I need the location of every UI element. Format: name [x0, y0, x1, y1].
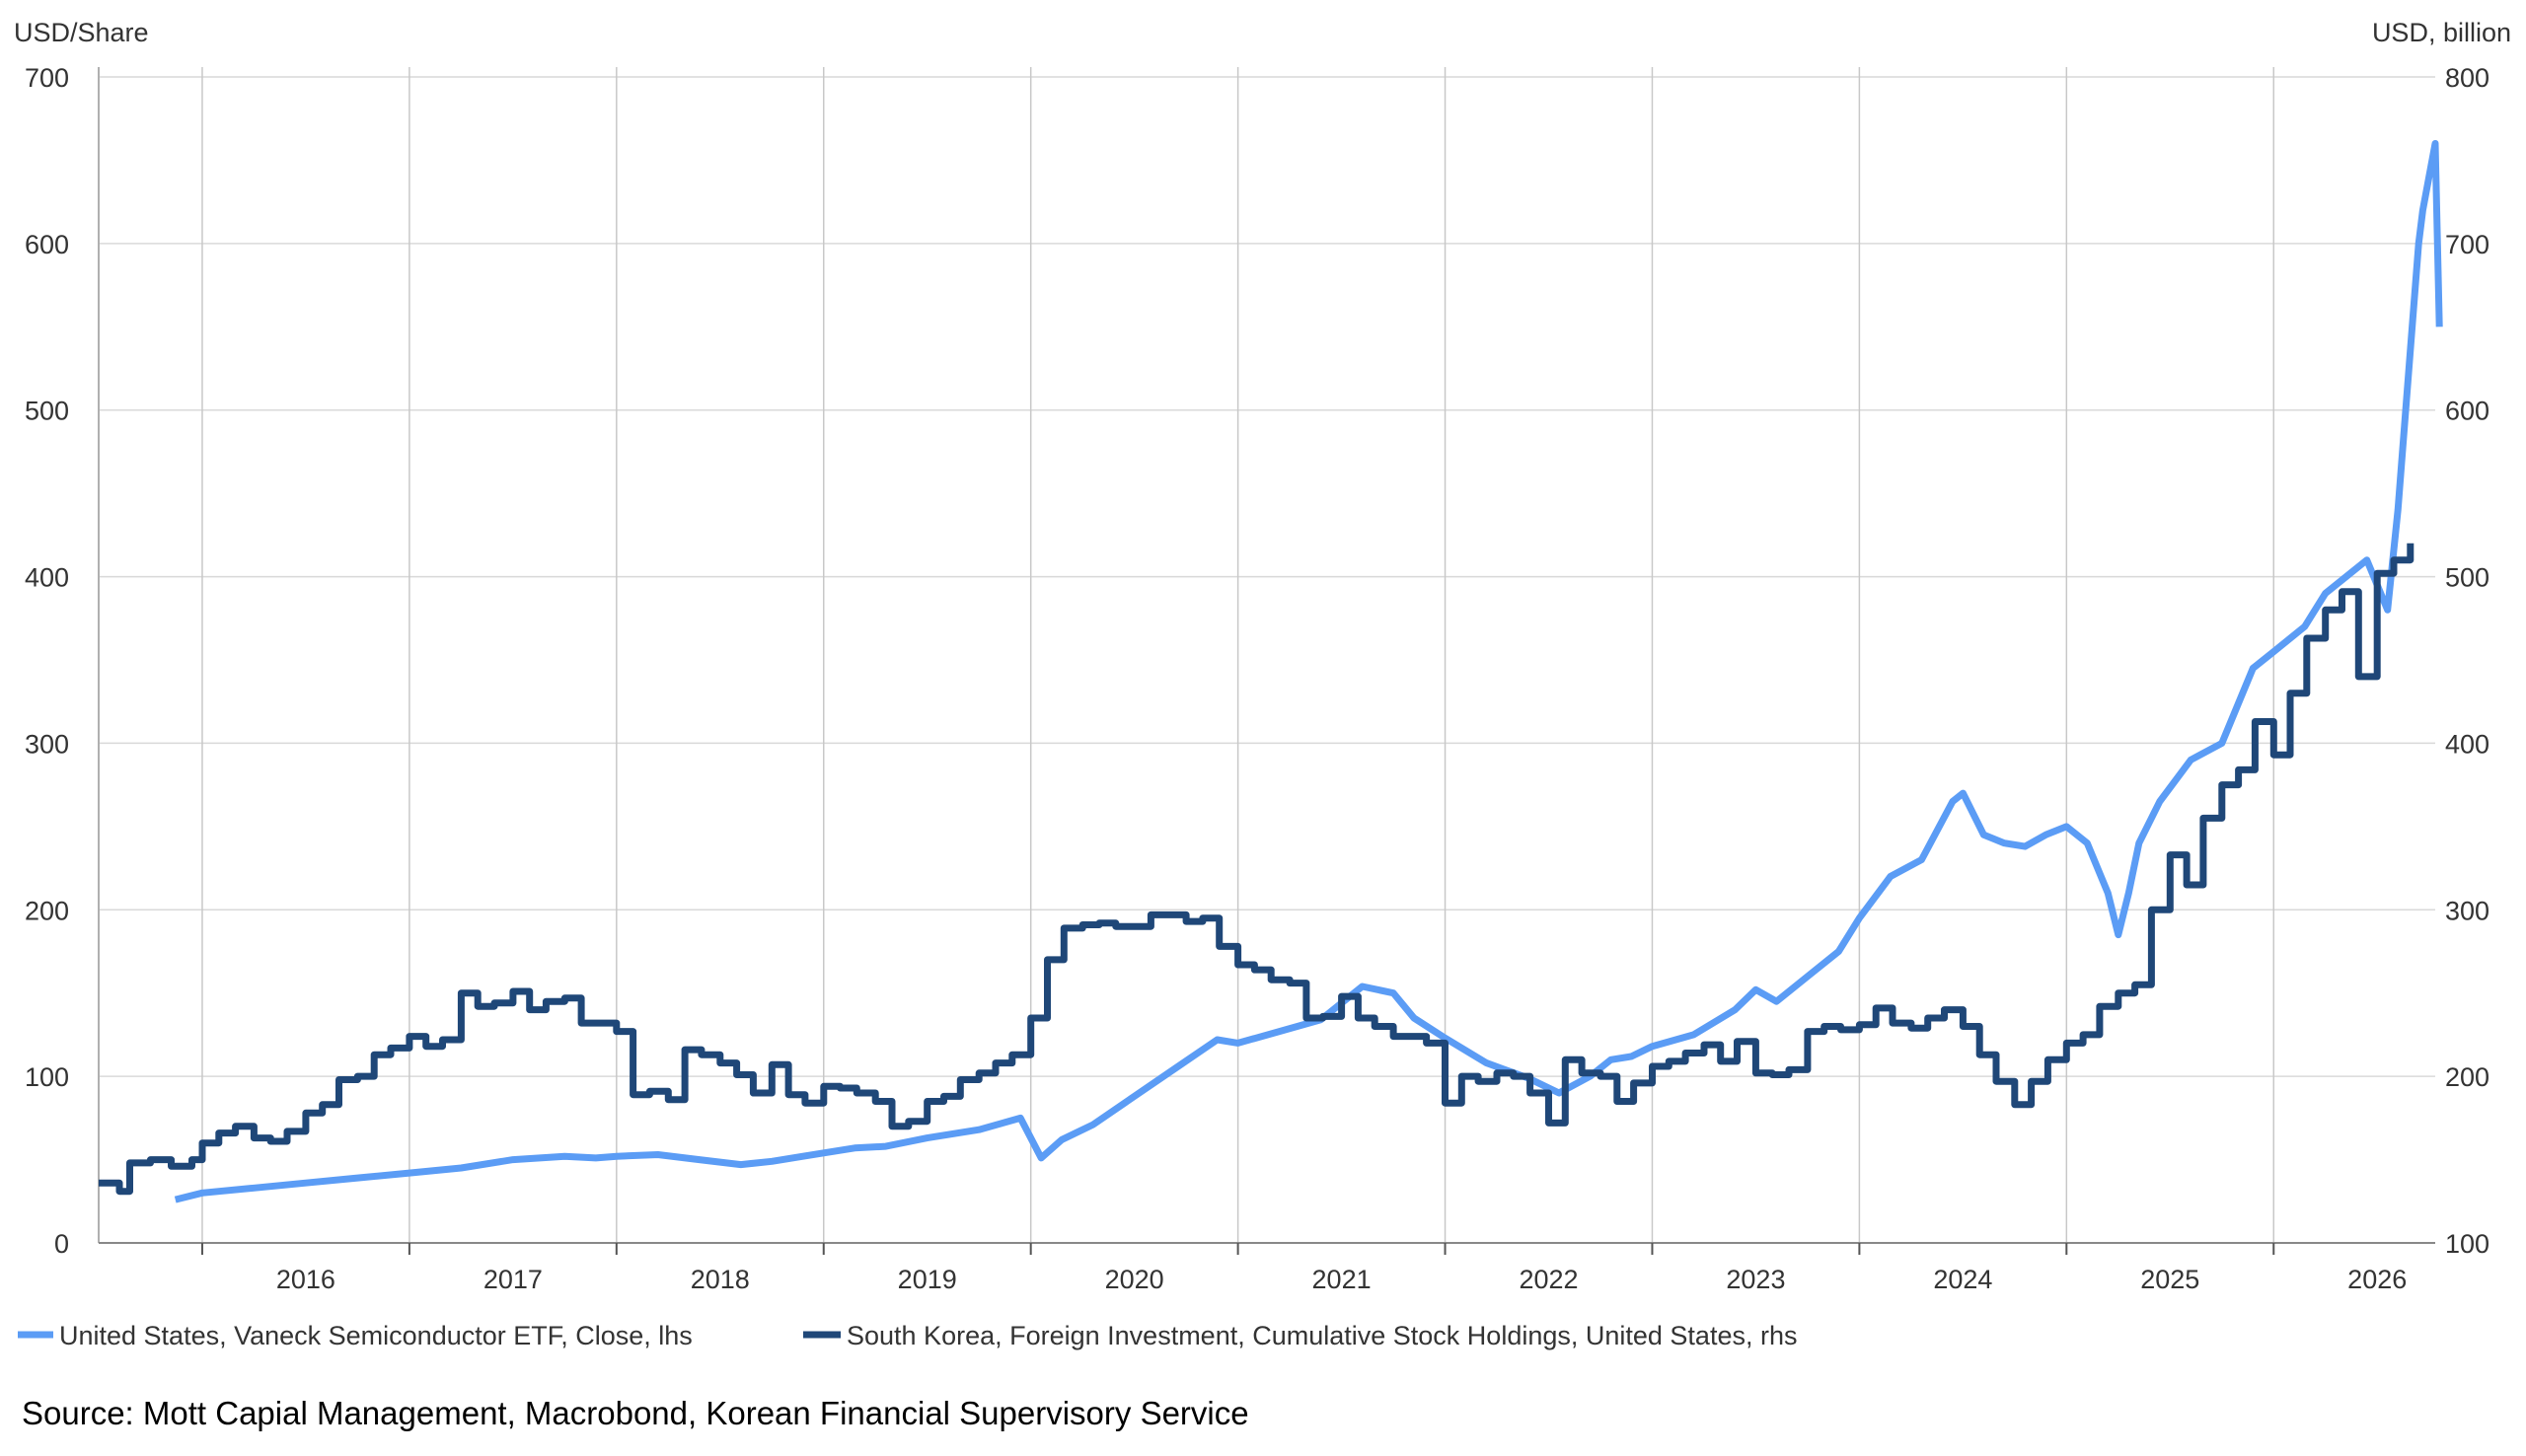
left-tick-label: 300: [25, 729, 69, 759]
left-axis-unit-label: USD/Share: [14, 18, 149, 47]
x-year-label: 2016: [276, 1265, 335, 1294]
gridlines: [99, 67, 2435, 1243]
axes: 0 100 200 300 400 500 600 700 100 200 300 400 500 600…: [25, 63, 2489, 1294]
series-lines: [99, 140, 2443, 1203]
right-tick-label: 400: [2445, 729, 2489, 759]
source-note: Source: Mott Capial Management, Macrobon…: [22, 1395, 1249, 1431]
left-tick-label: 500: [25, 397, 69, 426]
legend: United States, Vaneck Semiconductor ETF,…: [18, 1321, 1797, 1350]
x-year-label: 2024: [1933, 1265, 1992, 1294]
x-year-label: 2017: [483, 1265, 543, 1294]
right-tick-label: 300: [2445, 896, 2489, 925]
left-tick-label: 600: [25, 230, 69, 259]
legend-label-korea-holdings: South Korea, Foreign Investment, Cumulat…: [847, 1321, 1797, 1350]
right-tick-label: 800: [2445, 63, 2489, 93]
x-year-label: 2023: [1726, 1265, 1785, 1294]
left-tick-label: 100: [25, 1062, 69, 1092]
right-tick-label: 700: [2445, 230, 2489, 259]
x-year-label: 2026: [2347, 1265, 2407, 1294]
series-line-korea-holdings: [99, 543, 2415, 1196]
x-year-label: 2025: [2140, 1265, 2199, 1294]
right-axis-unit-label: USD, billion: [2372, 18, 2511, 47]
left-tick-label: 400: [25, 563, 69, 593]
right-tick-label: 100: [2445, 1229, 2489, 1259]
x-year-label: 2019: [898, 1265, 957, 1294]
x-year-label: 2018: [691, 1265, 750, 1294]
left-tick-label: 0: [54, 1229, 69, 1259]
x-year-label: 2022: [1519, 1265, 1578, 1294]
legend-label-semiconductor-etf: United States, Vaneck Semiconductor ETF,…: [59, 1321, 693, 1350]
left-tick-label: 200: [25, 896, 69, 925]
series-line-semiconductor-etf: [174, 140, 2443, 1203]
right-tick-label: 500: [2445, 563, 2489, 593]
right-tick-label: 600: [2445, 397, 2489, 426]
right-tick-label: 200: [2445, 1062, 2489, 1092]
x-year-label: 2021: [1312, 1265, 1372, 1294]
x-year-label: 2020: [1105, 1265, 1164, 1294]
left-tick-label: 700: [25, 63, 69, 93]
